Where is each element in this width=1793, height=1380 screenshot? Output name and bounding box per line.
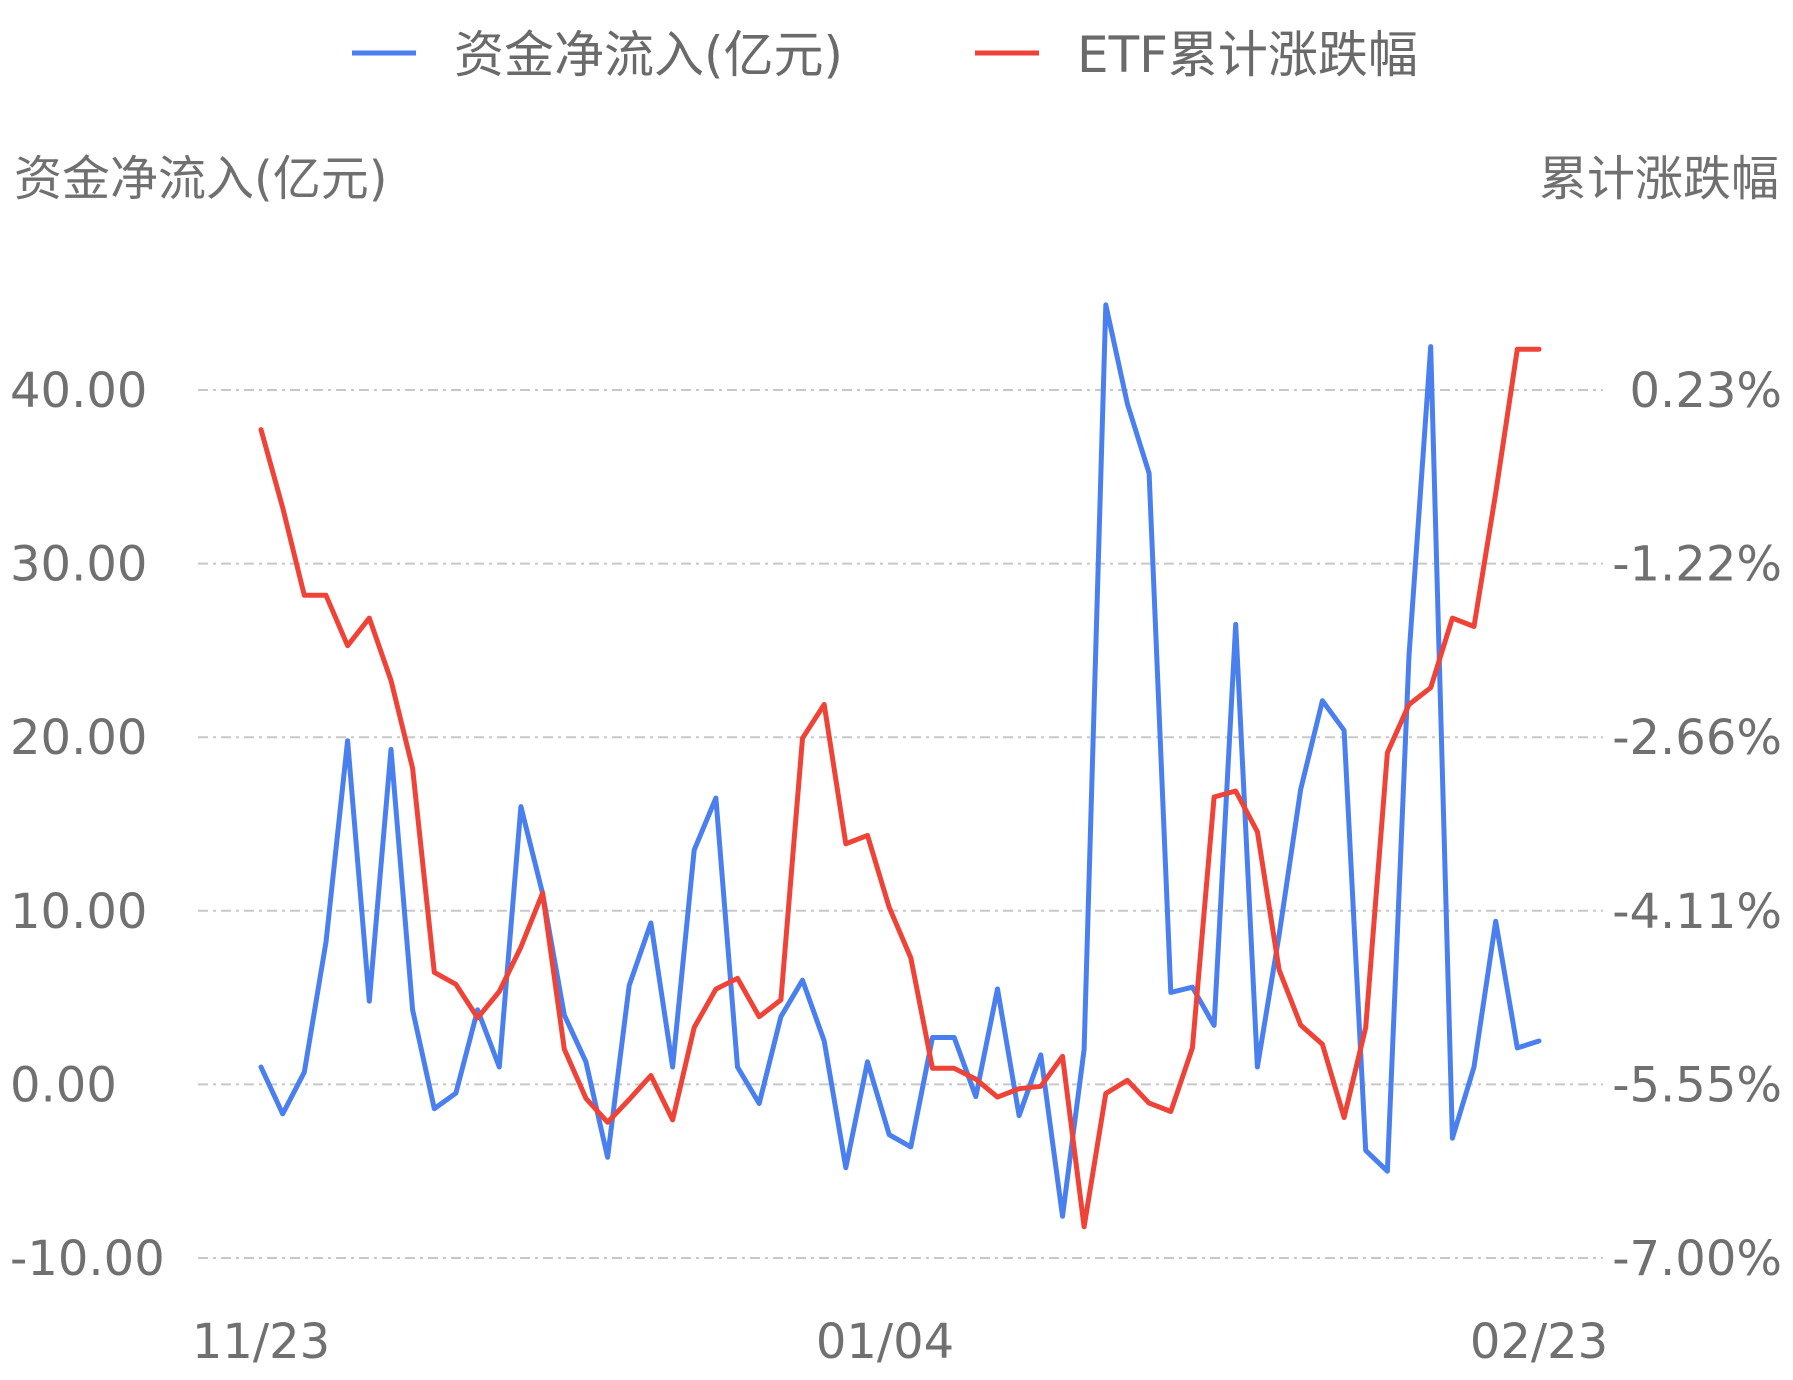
- legend-label-etf-change: ETF累计涨跌幅: [1077, 26, 1418, 84]
- left-axis-ticks: 40.00 30.00 20.00 10.00 0.00 -10.00: [10, 363, 165, 1287]
- left-axis-tick-label: 10.00: [10, 884, 147, 940]
- left-axis-title: 资金净流入(亿元): [14, 151, 387, 207]
- right-axis-tick-label: -1.22%: [1612, 537, 1782, 593]
- right-axis-tick-label: -7.00%: [1612, 1231, 1782, 1287]
- left-axis-tick-label: -10.00: [10, 1231, 165, 1287]
- series-line-etf-change: [258, 346, 1542, 1230]
- series-line-net-inflow: [258, 302, 1542, 1219]
- x-axis-ticks: 11/23 01/04 02/23: [192, 1314, 1608, 1370]
- legend-item-etf-change: ETF累计涨跌幅: [975, 26, 1418, 84]
- left-axis-tick-label: 40.00: [10, 363, 147, 419]
- right-axis-ticks: 0.23% -1.22% -2.66% -4.11% -5.55% -7.00%: [1612, 363, 1782, 1287]
- x-axis-tick-label: 01/04: [816, 1314, 954, 1370]
- legend-item-net-inflow: 资金净流入(亿元): [352, 26, 843, 84]
- gridlines: [198, 389, 1603, 1259]
- legend-label-net-inflow: 资金净流入(亿元): [454, 26, 843, 84]
- legend: 资金净流入(亿元) ETF累计涨跌幅: [352, 26, 1418, 84]
- right-axis-tick-label: 0.23%: [1630, 363, 1782, 419]
- x-axis-tick-label: 02/23: [1470, 1314, 1608, 1370]
- x-axis-tick-label: 11/23: [192, 1314, 330, 1370]
- left-axis-tick-label: 20.00: [10, 710, 147, 766]
- right-axis-title: 累计涨跌幅: [1539, 151, 1779, 207]
- series-lines: [258, 302, 1542, 1230]
- left-axis-tick-label: 0.00: [10, 1057, 117, 1113]
- right-axis-tick-label: -4.11%: [1612, 884, 1782, 940]
- right-axis-tick-label: -2.66%: [1612, 710, 1782, 766]
- right-axis-tick-label: -5.55%: [1612, 1057, 1782, 1113]
- left-axis-tick-label: 30.00: [10, 537, 147, 593]
